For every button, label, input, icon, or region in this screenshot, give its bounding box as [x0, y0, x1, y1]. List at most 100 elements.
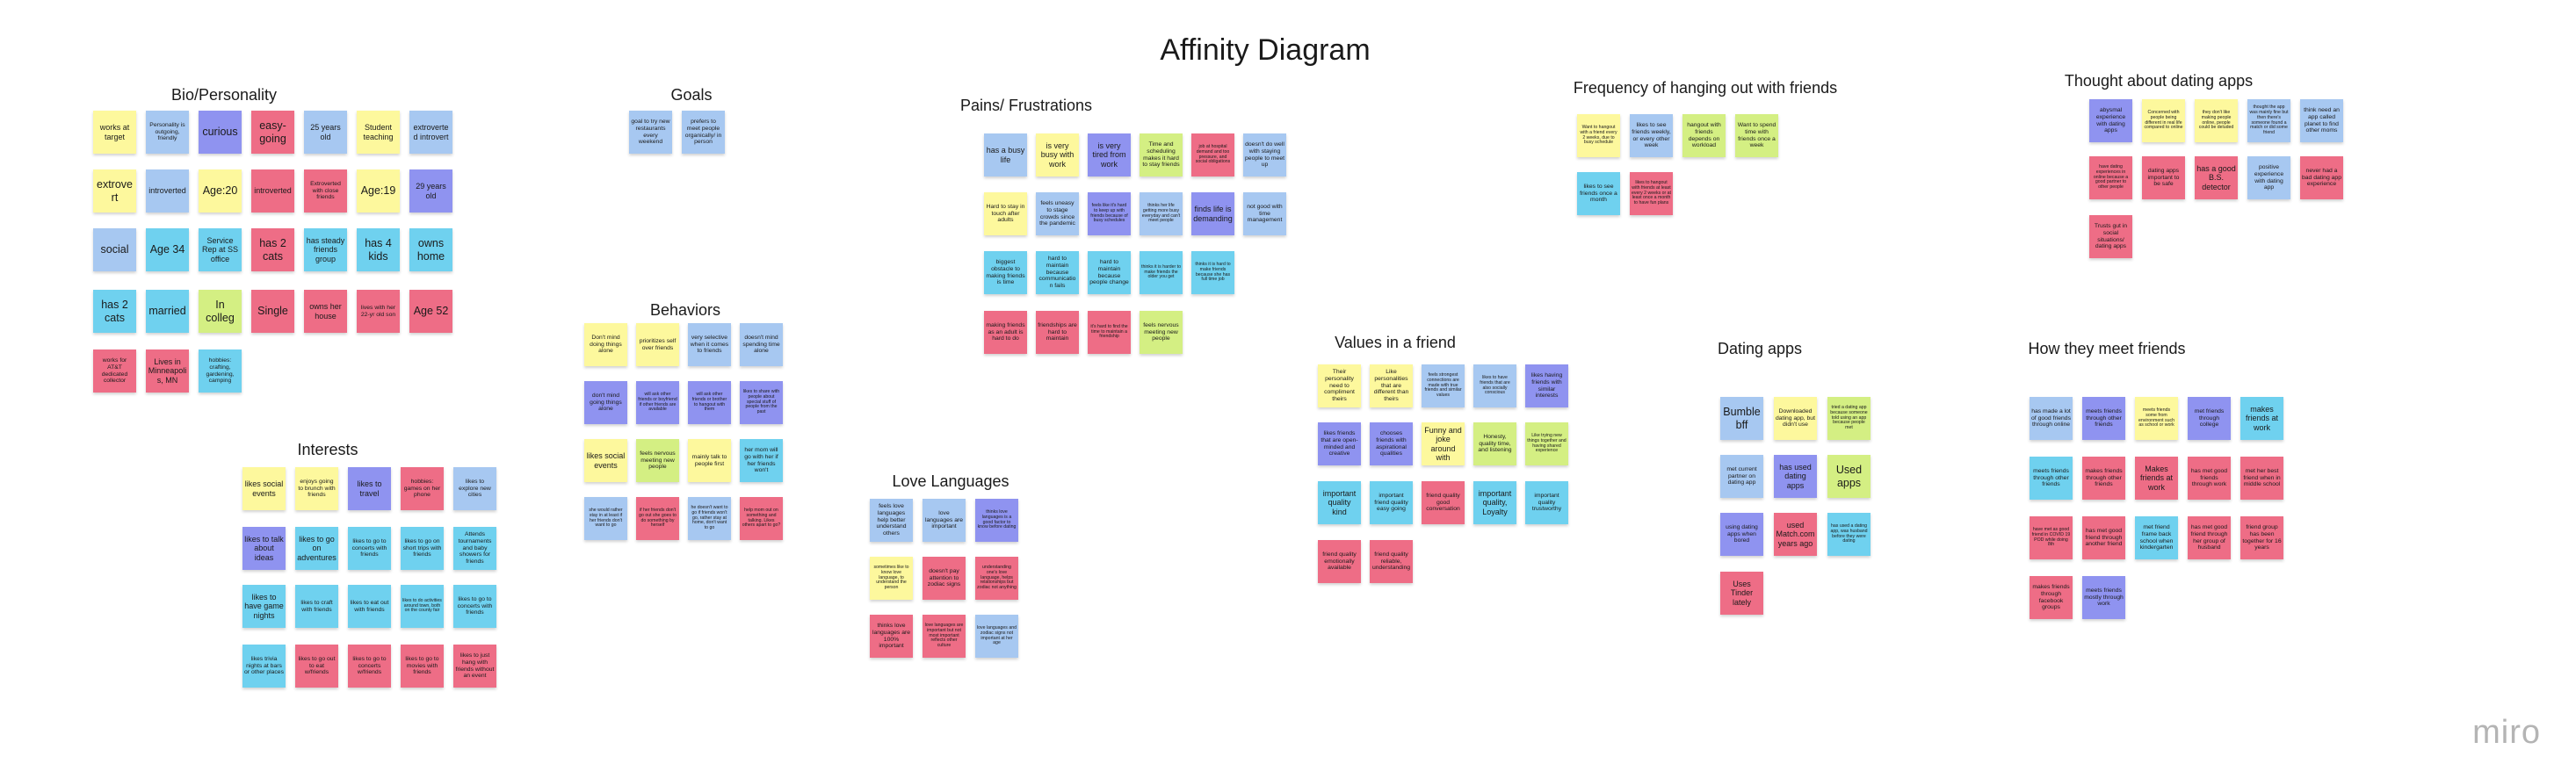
- sticky-note[interactable]: friend quality emotionally available: [1318, 540, 1361, 583]
- sticky-note[interactable]: likes to eat out with friends: [348, 585, 391, 628]
- sticky-note[interactable]: likes to see friends once a month: [1577, 172, 1620, 215]
- sticky-note[interactable]: has used dating apps: [1774, 455, 1817, 498]
- sticky-note[interactable]: likes social events: [584, 439, 627, 482]
- sticky-note[interactable]: doesn't pay attention to zodiac signs: [923, 557, 966, 600]
- sticky-note[interactable]: makes friends through facebook groups: [2030, 576, 2073, 619]
- sticky-note[interactable]: owns her house: [304, 290, 347, 333]
- sticky-note[interactable]: In colleg: [199, 290, 242, 333]
- sticky-note[interactable]: hobbies: crafting, gardening, camping: [199, 349, 242, 393]
- sticky-note[interactable]: has 4 kids: [357, 228, 400, 271]
- sticky-note[interactable]: they don't like making people online, pe…: [2195, 99, 2238, 142]
- sticky-note[interactable]: biggest obstacle to making friends is ti…: [984, 251, 1027, 294]
- sticky-note[interactable]: is very tired from work: [1088, 133, 1131, 177]
- sticky-note[interactable]: understanding one's love language, helps…: [975, 557, 1018, 600]
- sticky-note[interactable]: likes having friends with similar intere…: [1525, 364, 1568, 407]
- sticky-note[interactable]: hangout with friends depends on workload: [1682, 114, 1726, 157]
- sticky-note[interactable]: have dating experiences in online becaus…: [2089, 156, 2132, 199]
- sticky-note[interactable]: likes to go to concerts with friends: [348, 527, 391, 570]
- sticky-note[interactable]: likes to share with people about special…: [740, 381, 783, 424]
- sticky-note[interactable]: extroverted introvert: [409, 111, 452, 154]
- sticky-note[interactable]: has made a lot of good friends through o…: [2030, 397, 2073, 440]
- sticky-note[interactable]: using dating apps when bored: [1720, 513, 1763, 556]
- sticky-note[interactable]: will ask other friends or brother to han…: [688, 381, 731, 424]
- sticky-note[interactable]: likes to talk about ideas: [242, 527, 286, 570]
- sticky-note[interactable]: goal to try new restaurants every weeken…: [629, 111, 672, 154]
- sticky-note[interactable]: feels nervous meeting new people: [636, 439, 679, 482]
- sticky-note[interactable]: he doesn't want to go if friends won't g…: [688, 497, 731, 540]
- sticky-note[interactable]: feels love languages help better underst…: [870, 499, 913, 542]
- sticky-note[interactable]: thought the app was mainly fine but then…: [2247, 99, 2290, 142]
- sticky-note[interactable]: feels nervous meeting new people: [1140, 311, 1183, 354]
- sticky-note[interactable]: met friend frame back school when kinder…: [2135, 516, 2178, 559]
- sticky-note[interactable]: feels uneasy to stage crowds since the p…: [1036, 192, 1079, 235]
- sticky-note[interactable]: likes to go on adventures: [295, 527, 338, 570]
- sticky-note[interactable]: has 2 cats: [93, 290, 136, 333]
- sticky-note[interactable]: met friends through college: [2188, 397, 2231, 440]
- sticky-note[interactable]: thinks it is hard to make friends becaus…: [1191, 251, 1234, 294]
- sticky-note[interactable]: have met as good friend in COVID 19 POD …: [2030, 516, 2073, 559]
- sticky-note[interactable]: Lives in Minneapolis, MN: [146, 349, 189, 393]
- sticky-note[interactable]: has steady friends group: [304, 228, 347, 271]
- sticky-note[interactable]: likes to craft with friends: [295, 585, 338, 628]
- sticky-note[interactable]: doesn't do well with staying people to m…: [1243, 133, 1286, 177]
- sticky-note[interactable]: Extroverted with close friends: [304, 169, 347, 213]
- sticky-note[interactable]: likes to explore new cities: [453, 467, 496, 510]
- sticky-note[interactable]: likes to travel: [348, 467, 391, 510]
- sticky-note[interactable]: abysmal experience with dating apps: [2089, 99, 2132, 142]
- sticky-note[interactable]: makes friends through other friends: [2082, 457, 2125, 500]
- sticky-note[interactable]: likes to have game nights: [242, 585, 286, 628]
- sticky-note[interactable]: if her friends don't go out she goes to …: [636, 497, 679, 540]
- sticky-note[interactable]: Age 52: [409, 290, 452, 333]
- sticky-note[interactable]: used Match.com years ago: [1774, 513, 1817, 556]
- sticky-note[interactable]: feels like it's hard to keep up with fri…: [1088, 192, 1131, 235]
- sticky-note[interactable]: works for AT&T dedicated collector: [93, 349, 136, 393]
- sticky-note[interactable]: likes to go to concerts with friends: [453, 585, 496, 628]
- sticky-note[interactable]: sometimes like to know love language, to…: [870, 557, 913, 600]
- sticky-note[interactable]: introverted: [146, 169, 189, 213]
- sticky-note[interactable]: prefers to meet people organically/ in p…: [682, 111, 725, 154]
- sticky-note[interactable]: love languages are important but not mos…: [923, 615, 966, 658]
- sticky-note[interactable]: Honesty, quality time, and listening: [1473, 422, 1516, 465]
- sticky-note[interactable]: meets friends mostly through work: [2082, 576, 2125, 619]
- sticky-note[interactable]: love languages are important: [923, 499, 966, 542]
- sticky-note[interactable]: Age:20: [199, 169, 242, 213]
- sticky-note[interactable]: 29 years old: [409, 169, 452, 213]
- sticky-note[interactable]: love languages and zodiac signs not impo…: [975, 615, 1018, 658]
- sticky-note[interactable]: meets friends through other friends: [2082, 397, 2125, 440]
- sticky-note[interactable]: feels strongest connections are made wit…: [1422, 364, 1465, 407]
- sticky-note[interactable]: Like trying new things together and havi…: [1525, 422, 1568, 465]
- sticky-note[interactable]: friendships are hard to maintain: [1036, 311, 1079, 354]
- sticky-note[interactable]: Age 34: [146, 228, 189, 271]
- sticky-note[interactable]: likes to just hang with friends without …: [453, 645, 496, 688]
- sticky-note[interactable]: Age:19: [357, 169, 400, 213]
- sticky-note[interactable]: will ask other friends or boyfriend if o…: [636, 381, 679, 424]
- sticky-note[interactable]: Downloaded dating app, but didn't use: [1774, 397, 1817, 440]
- sticky-note[interactable]: enjoys going to brunch with friends: [295, 467, 338, 510]
- sticky-note[interactable]: important quality trustworthy: [1525, 481, 1568, 524]
- sticky-note[interactable]: Time and scheduling makes it hard to sta…: [1140, 133, 1183, 177]
- sticky-note[interactable]: married: [146, 290, 189, 333]
- sticky-note[interactable]: Hard to stay in touch after adults: [984, 192, 1027, 235]
- sticky-note[interactable]: thinks it is harder to make friends the …: [1140, 251, 1183, 294]
- sticky-note[interactable]: likes to see friends weekly, or every ot…: [1630, 114, 1673, 157]
- sticky-note[interactable]: likes to go on short trips with friends: [401, 527, 444, 570]
- sticky-note[interactable]: has a busy life: [984, 133, 1027, 177]
- sticky-note[interactable]: positive experience with dating app: [2247, 156, 2290, 199]
- sticky-note[interactable]: not good with time management: [1243, 192, 1286, 235]
- sticky-note[interactable]: likes to go out to eat w/friends: [295, 645, 338, 688]
- sticky-note[interactable]: thinks her life getting more busy everyd…: [1140, 192, 1183, 235]
- sticky-note[interactable]: friend quality good conversation: [1422, 481, 1465, 524]
- sticky-note[interactable]: important friend quality easy going: [1370, 481, 1413, 524]
- sticky-note[interactable]: likes trivia nights at bars or other pla…: [242, 645, 286, 688]
- sticky-note[interactable]: important quality, Loyalty: [1473, 481, 1516, 524]
- sticky-note[interactable]: hard to maintain because people change: [1088, 251, 1131, 294]
- sticky-note[interactable]: Student teaching: [357, 111, 400, 154]
- sticky-note[interactable]: social: [93, 228, 136, 271]
- sticky-note[interactable]: it's hard to find the time to maintain a…: [1088, 311, 1131, 354]
- sticky-note[interactable]: Service Rep at SS office: [199, 228, 242, 271]
- sticky-note[interactable]: her mom will go with her if her friends …: [740, 439, 783, 482]
- sticky-note[interactable]: Concerned with people being different in…: [2142, 99, 2185, 142]
- sticky-note[interactable]: hobbies: games on her phone: [401, 467, 444, 510]
- sticky-note[interactable]: friend quality reliable, understanding: [1370, 540, 1413, 583]
- sticky-note[interactable]: Used apps: [1827, 455, 1870, 498]
